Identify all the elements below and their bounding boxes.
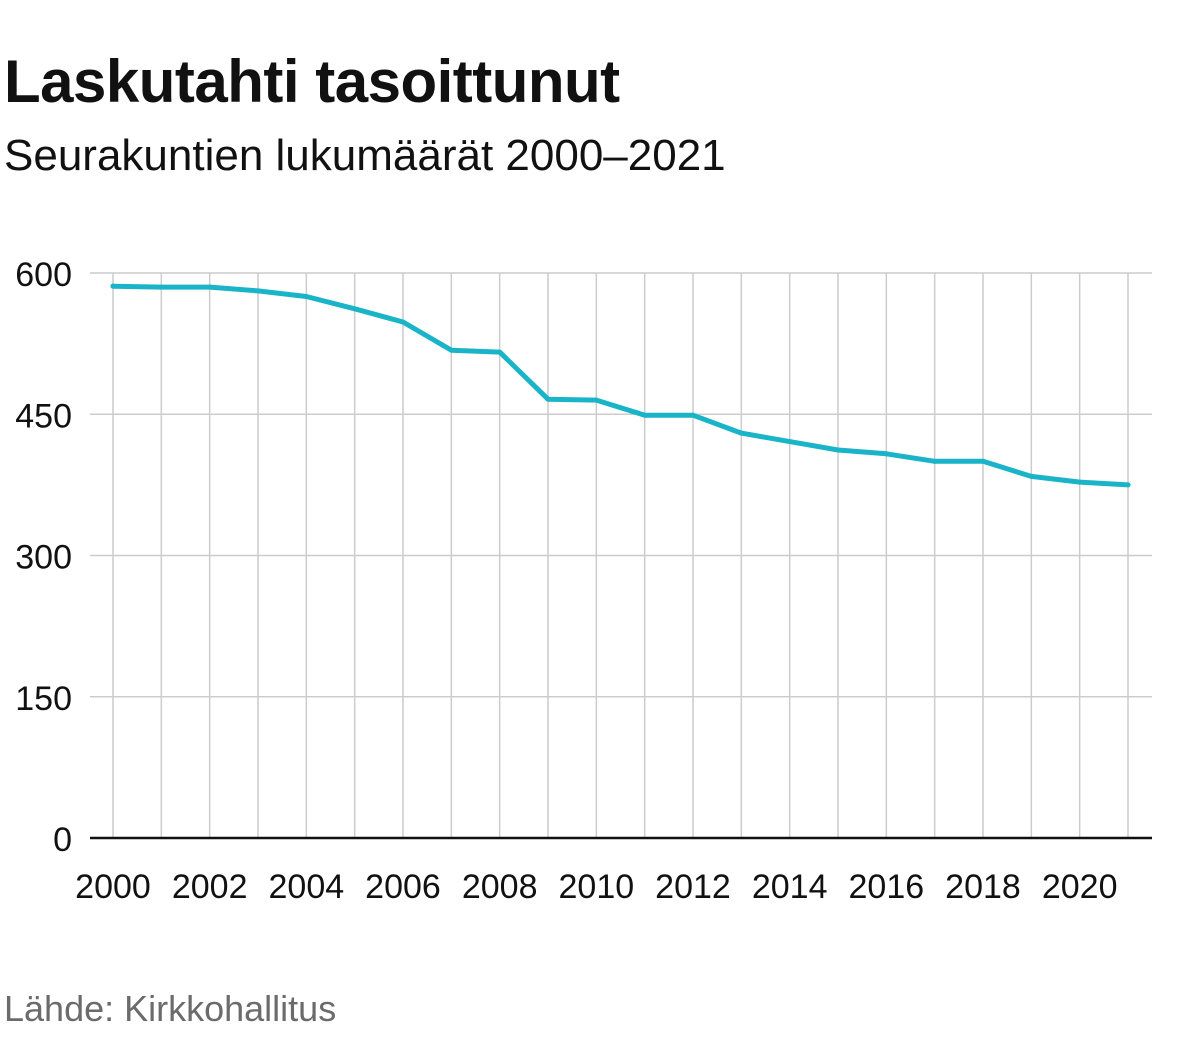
chart-subtitle: Seurakuntien lukumäärät 2000–2021: [4, 131, 726, 180]
data-point: [110, 283, 116, 289]
data-point: [545, 396, 551, 402]
data-point: [1028, 473, 1034, 479]
data-point: [932, 458, 938, 464]
data-point: [207, 284, 213, 290]
data-point: [835, 447, 841, 453]
y-tick-label: 450: [15, 397, 72, 435]
data-point: [352, 306, 358, 312]
x-tick-label: 2016: [849, 868, 925, 906]
data-point: [400, 319, 406, 325]
data-point: [448, 347, 454, 353]
x-tick-label: 2006: [365, 868, 441, 906]
series-layer: [110, 283, 1131, 488]
x-tick-label: 2020: [1042, 868, 1118, 906]
grid-lines: [90, 272, 1152, 838]
source-note: Lähde: Kirkkohallitus: [4, 988, 337, 1029]
data-point: [690, 412, 696, 418]
x-tick-label: 2002: [172, 868, 248, 906]
x-tick-label: 2018: [945, 868, 1021, 906]
data-point: [593, 397, 599, 403]
x-tick-label: 2008: [462, 868, 538, 906]
data-point: [497, 349, 503, 355]
data-point: [1125, 482, 1131, 488]
x-tick-label: 2004: [269, 868, 345, 906]
chart-title: Laskutahti tasoittunut: [4, 48, 620, 115]
y-tick-label: 150: [15, 680, 72, 718]
y-tick-label: 600: [15, 256, 72, 294]
data-point: [255, 288, 261, 294]
data-point: [738, 430, 744, 436]
x-tick-label: 2014: [752, 868, 828, 906]
x-tick-label: 2010: [559, 868, 635, 906]
data-point: [303, 294, 309, 300]
data-point: [642, 412, 648, 418]
data-point: [158, 284, 164, 290]
data-point: [980, 458, 986, 464]
y-tick-label: 0: [53, 821, 72, 859]
data-point: [1077, 479, 1083, 485]
y-tick-label: 300: [15, 539, 72, 577]
data-point: [883, 451, 889, 457]
y-tick-labels: 0 150 300 450 600: [15, 256, 72, 859]
x-tick-labels: 2000 2002 2004 2006 2008 2010 2012 2014 2016 2018…: [75, 868, 1117, 906]
series-line: [110, 283, 1131, 488]
x-tick-label: 2012: [655, 868, 731, 906]
x-tick-label: 2000: [75, 868, 151, 906]
data-point: [787, 439, 793, 445]
